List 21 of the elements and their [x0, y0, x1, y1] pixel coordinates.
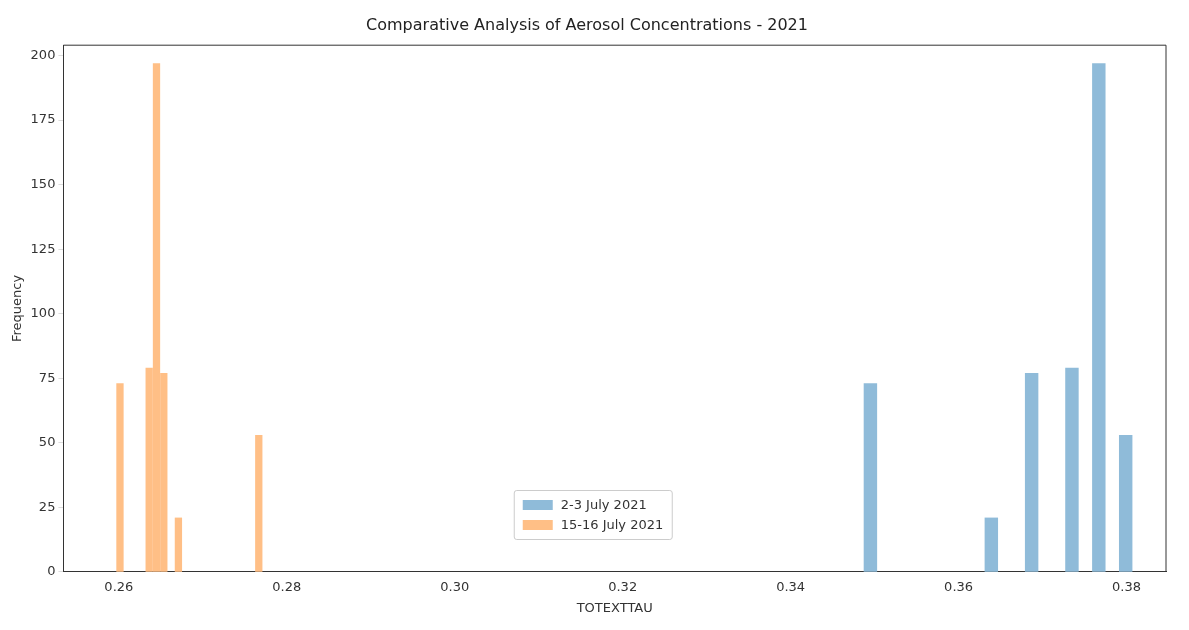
y-tick-label: 0	[47, 563, 56, 579]
legend-label: 15-16 July 2021	[560, 516, 664, 534]
x-tick-label: 0.28	[272, 578, 302, 594]
x-tick-label: 0.38	[1112, 578, 1142, 594]
x-axis-title: TOTEXTTAU	[575, 599, 653, 615]
y-tick-label: 75	[38, 369, 56, 385]
y-axis-title: Frequency	[9, 274, 25, 343]
x-tick-label: 0.30	[440, 578, 470, 594]
x-tick-label: 0.26	[104, 578, 134, 594]
y-tick-label: 50	[38, 434, 56, 450]
legend-label: 2-3 July 2021	[560, 496, 647, 514]
y-tick-label: 100	[30, 305, 56, 321]
y-tick-label: 175	[30, 111, 56, 127]
x-tick-label: 0.34	[776, 578, 806, 594]
y-tick-label: 150	[30, 175, 56, 191]
x-tick-label: 0.32	[608, 578, 638, 594]
x-tick-label: 0.36	[944, 578, 974, 594]
y-tick-label: 25	[38, 498, 56, 514]
chart-title: Comparative Analysis of Aerosol Concentrations - 2021	[366, 14, 808, 34]
y-tick-label: 125	[30, 240, 56, 256]
y-tick-label: 200	[30, 46, 56, 62]
